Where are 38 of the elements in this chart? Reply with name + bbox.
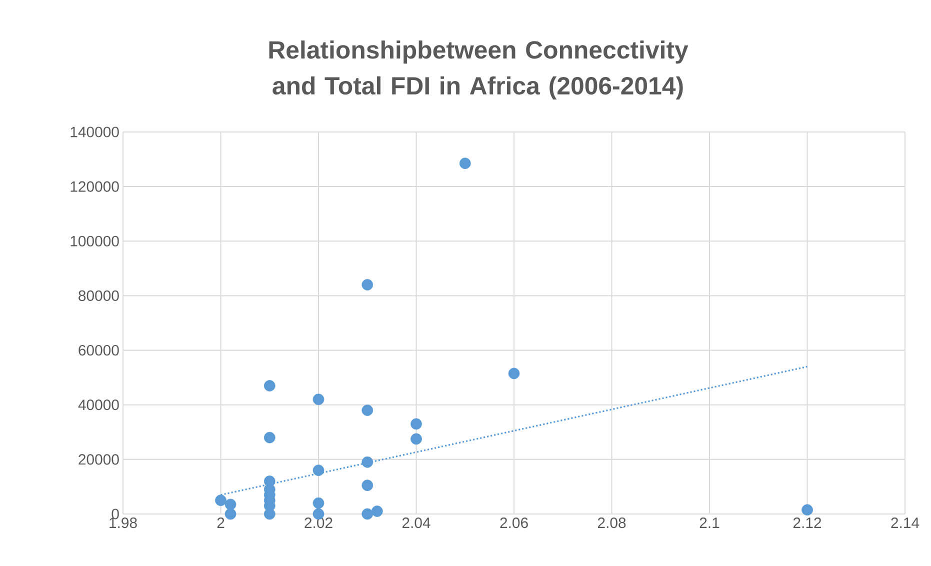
point [508, 368, 520, 380]
point [459, 158, 471, 170]
point [264, 380, 276, 392]
point [264, 508, 276, 520]
point [362, 508, 374, 520]
point [410, 433, 422, 445]
chart-title: Relationshipbetween Connecctivity and Total FDI in Africa (2006-2014) [269, 40, 688, 100]
y-tick-label: 0 [112, 508, 119, 520]
point [215, 494, 226, 506]
x-tick-label: 2.14 [891, 518, 920, 528]
point [264, 432, 276, 444]
x-tick-label: 1.98 [110, 518, 137, 528]
point [312, 394, 324, 406]
x-tick-label: 2.08 [598, 518, 626, 528]
y-tick-label: 120000 [70, 181, 119, 192]
y-tick-label: 60000 [78, 344, 119, 356]
x-tick-label: 2 [217, 518, 224, 528]
x-tick-label: 2.06 [500, 518, 528, 528]
point [224, 498, 236, 510]
point [362, 404, 374, 416]
point [224, 508, 236, 520]
point [312, 497, 324, 509]
y-tick-label: 100000 [70, 236, 119, 246]
point [410, 418, 422, 430]
point [312, 464, 324, 476]
y-tick-label: 140000 [70, 126, 119, 138]
point [802, 504, 813, 516]
y-tick-label: 20000 [78, 454, 119, 465]
point [362, 279, 374, 290]
x-tick-label: 2.12 [793, 518, 822, 528]
point [362, 456, 374, 468]
y-tick-label: 80000 [78, 290, 119, 301]
x-tick-label: 2.04 [402, 518, 430, 528]
point [371, 506, 383, 517]
x-tick-label: 2.02 [304, 518, 332, 528]
x-tick-label: 2.1 [700, 518, 720, 528]
point [362, 480, 374, 492]
y-tick-label: 40000 [78, 400, 119, 410]
